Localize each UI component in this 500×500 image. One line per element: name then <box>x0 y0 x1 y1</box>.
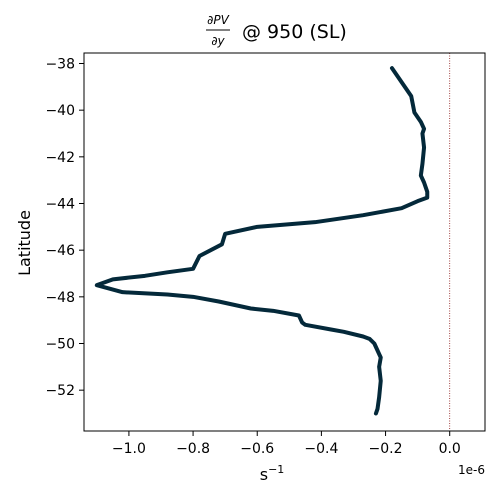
y-tick-label: −44 <box>45 197 75 213</box>
axes-frame <box>83 52 486 432</box>
title-numerator: ∂PV <box>207 13 229 27</box>
y-tick-label: −38 <box>45 57 75 73</box>
y-tick-label: −48 <box>45 290 75 306</box>
y-tick-label: −40 <box>45 103 75 119</box>
x-axis: −1.0 −0.8 −0.6 −0.4 −0.2 0.0 <box>112 431 461 457</box>
y-axis: −38 −40 −42 −44 −46 −48 −50 −52 <box>45 57 84 399</box>
x-tick-label: 0.0 <box>439 441 461 457</box>
x-tick-label: −1.0 <box>112 441 146 457</box>
x-tick-label: −0.4 <box>304 441 338 457</box>
x-axis-label: s−1 <box>260 463 285 484</box>
x-tick-label: −0.6 <box>240 441 274 457</box>
title-suffix: @ 950 (SL) <box>242 21 347 43</box>
x-axis-label-text: s−1 <box>260 463 285 484</box>
y-tick-label: −52 <box>45 383 75 399</box>
y-axis-label: Latitude <box>15 210 34 276</box>
x-tick-label: −0.2 <box>369 441 403 457</box>
y-tick-label: −46 <box>45 243 75 259</box>
x-axis-label-base: s <box>260 465 268 484</box>
y-tick-label: −42 <box>45 150 75 166</box>
x-tick-label: −0.8 <box>176 441 210 457</box>
series-line <box>94 66 430 416</box>
chart-title: ∂PV ∂y @ 950 (SL) <box>206 13 347 48</box>
plot-area <box>84 53 485 431</box>
x-offset-label: 1e-6 <box>458 463 485 477</box>
y-tick-label: −50 <box>45 337 75 353</box>
title-denominator: ∂y <box>211 34 225 48</box>
x-axis-label-exponent: −1 <box>268 463 284 476</box>
